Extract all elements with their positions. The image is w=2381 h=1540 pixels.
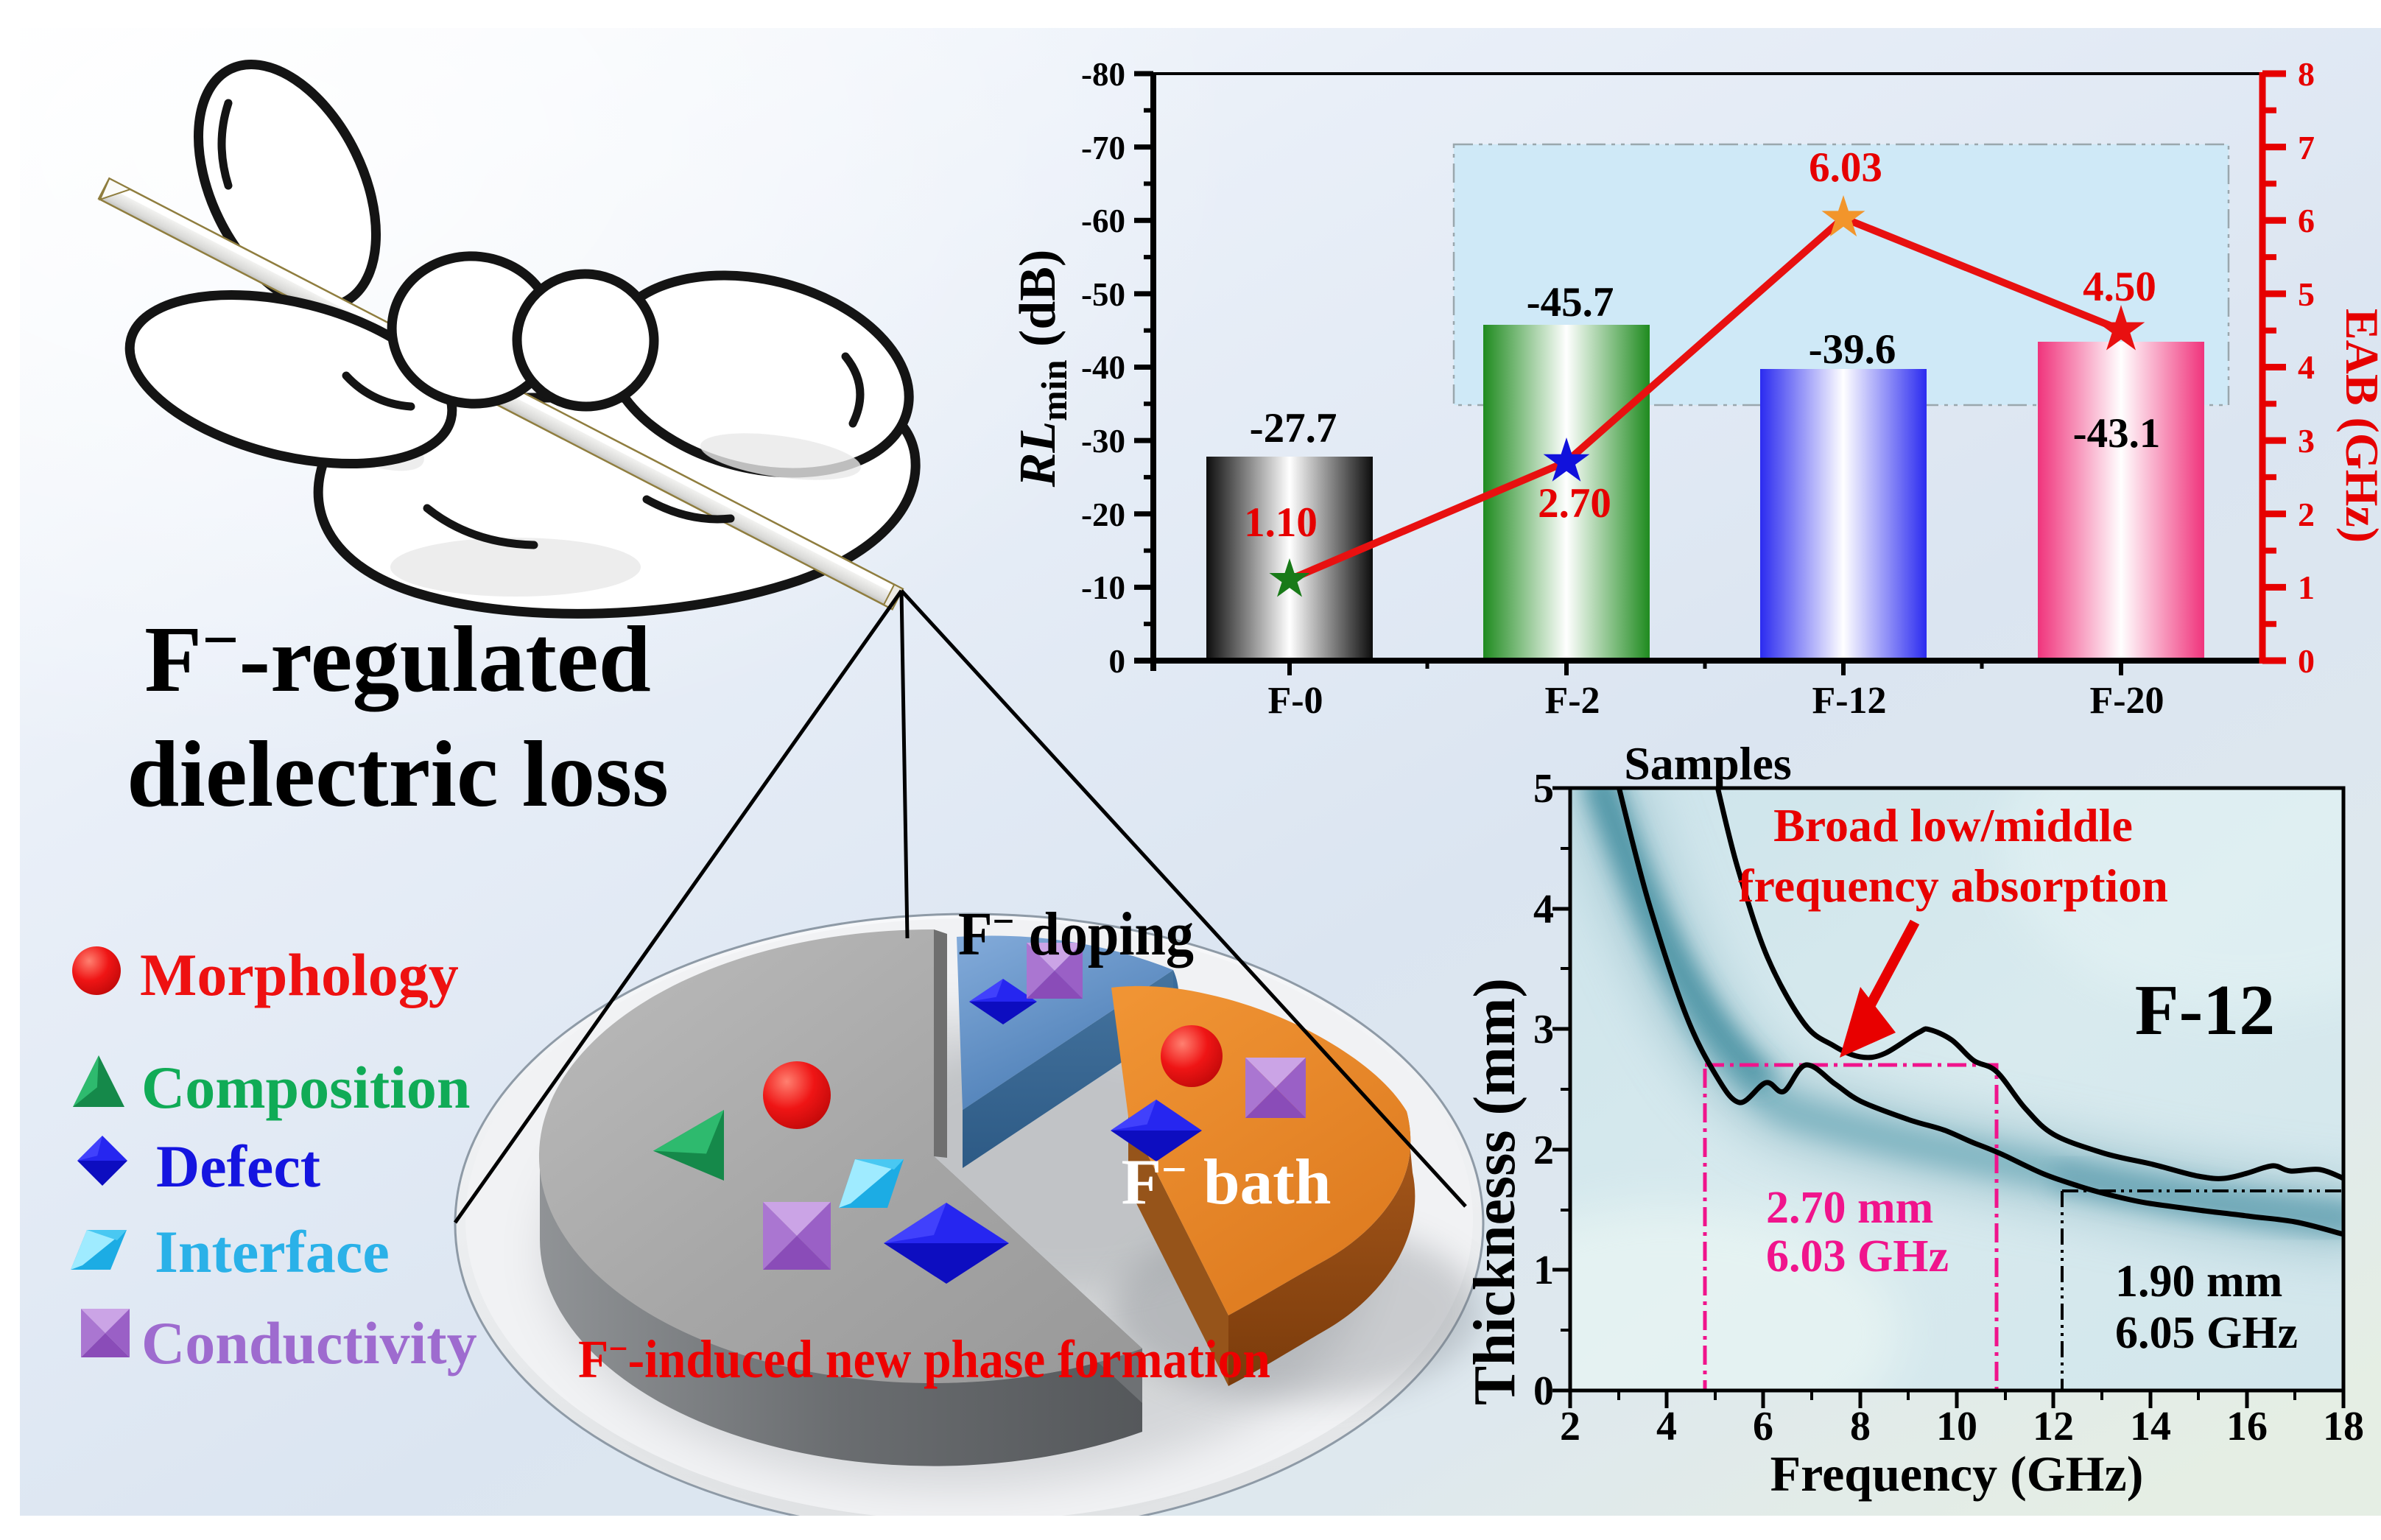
svg-text:0: 0 bbox=[2298, 642, 2315, 680]
svg-text:6.03 GHz: 6.03 GHz bbox=[1766, 1231, 1949, 1281]
svg-text:3: 3 bbox=[1533, 1007, 1554, 1052]
svg-text:10: 10 bbox=[1936, 1404, 1977, 1449]
svg-text:8: 8 bbox=[1850, 1404, 1871, 1449]
svg-text:F-20: F-20 bbox=[2089, 680, 2164, 722]
svg-text:1.10: 1.10 bbox=[1244, 499, 1318, 546]
svg-text:Composition: Composition bbox=[141, 1054, 471, 1121]
svg-text:-45.7: -45.7 bbox=[1527, 279, 1614, 326]
svg-text:2: 2 bbox=[1560, 1404, 1580, 1449]
svg-text:F−-induced new phase formation: F−-induced new phase formation bbox=[578, 1328, 1270, 1389]
svg-text:12: 12 bbox=[2033, 1404, 2074, 1449]
svg-text:-80: -80 bbox=[1081, 56, 1125, 93]
svg-text:dielectric loss: dielectric loss bbox=[127, 722, 669, 826]
svg-text:6: 6 bbox=[2298, 202, 2315, 239]
svg-text:1: 1 bbox=[2298, 569, 2315, 606]
svg-text:2.70: 2.70 bbox=[1538, 480, 1611, 527]
svg-text:2.70 mm: 2.70 mm bbox=[1766, 1183, 1933, 1233]
svg-text:1.90 mm: 1.90 mm bbox=[2115, 1256, 2282, 1307]
svg-text:4: 4 bbox=[1533, 887, 1554, 932]
svg-text:Thicknesss (mm): Thicknesss (mm) bbox=[1463, 978, 1527, 1405]
svg-text:8: 8 bbox=[2298, 55, 2315, 93]
svg-text:Samples: Samples bbox=[1624, 737, 1792, 790]
svg-text:7: 7 bbox=[2298, 129, 2315, 166]
svg-text:2: 2 bbox=[2298, 496, 2315, 533]
svg-text:F-2: F-2 bbox=[1544, 680, 1600, 722]
svg-text:18: 18 bbox=[2323, 1404, 2364, 1449]
svg-text:1: 1 bbox=[1533, 1248, 1554, 1293]
svg-text:Interface: Interface bbox=[155, 1218, 390, 1285]
svg-text:-20: -20 bbox=[1081, 496, 1125, 533]
svg-text:6: 6 bbox=[1753, 1404, 1773, 1449]
svg-text:4: 4 bbox=[1656, 1404, 1677, 1449]
svg-text:14: 14 bbox=[2130, 1404, 2171, 1449]
svg-text:-70: -70 bbox=[1081, 130, 1125, 166]
svg-text:-30: -30 bbox=[1081, 423, 1125, 460]
svg-text:Defect: Defect bbox=[156, 1133, 320, 1200]
svg-text:0: 0 bbox=[1533, 1368, 1554, 1414]
svg-text:-27.7: -27.7 bbox=[1250, 405, 1337, 451]
svg-text:Conductivity: Conductivity bbox=[141, 1309, 477, 1376]
svg-text:-39.6: -39.6 bbox=[1809, 326, 1896, 373]
svg-text:Frequency (GHz): Frequency (GHz) bbox=[1770, 1446, 2144, 1502]
svg-text:4: 4 bbox=[2298, 348, 2315, 386]
svg-text:Morphology: Morphology bbox=[140, 941, 459, 1008]
svg-text:3: 3 bbox=[2298, 422, 2315, 460]
svg-text:-10: -10 bbox=[1081, 569, 1125, 606]
svg-text:frequency absorption: frequency absorption bbox=[1738, 859, 2168, 912]
svg-text:F− bath: F− bath bbox=[1122, 1145, 1332, 1218]
svg-text:6.03: 6.03 bbox=[1809, 144, 1882, 191]
svg-text:5: 5 bbox=[2298, 275, 2315, 313]
svg-text:F-0: F-0 bbox=[1267, 680, 1323, 722]
svg-text:4.50: 4.50 bbox=[2083, 264, 2156, 310]
svg-text:F-12: F-12 bbox=[1812, 680, 1886, 722]
svg-text:6.05 GHz: 6.05 GHz bbox=[2115, 1308, 2298, 1358]
svg-text:5: 5 bbox=[1533, 766, 1554, 812]
svg-text:-60: -60 bbox=[1081, 203, 1125, 239]
svg-text:0: 0 bbox=[1109, 643, 1126, 680]
svg-text:16: 16 bbox=[2226, 1404, 2268, 1449]
svg-text:-43.1: -43.1 bbox=[2073, 410, 2161, 457]
svg-text:Broad low/middle: Broad low/middle bbox=[1773, 799, 2133, 851]
svg-text:RLmin (dB): RLmin (dB) bbox=[1010, 250, 1075, 488]
svg-text:-50: -50 bbox=[1081, 276, 1125, 313]
svg-text:EAB (GHz): EAB (GHz) bbox=[2336, 309, 2381, 543]
svg-text:2: 2 bbox=[1533, 1128, 1554, 1173]
svg-text:F-12: F-12 bbox=[2135, 971, 2276, 1050]
svg-text:-40: -40 bbox=[1081, 349, 1125, 386]
